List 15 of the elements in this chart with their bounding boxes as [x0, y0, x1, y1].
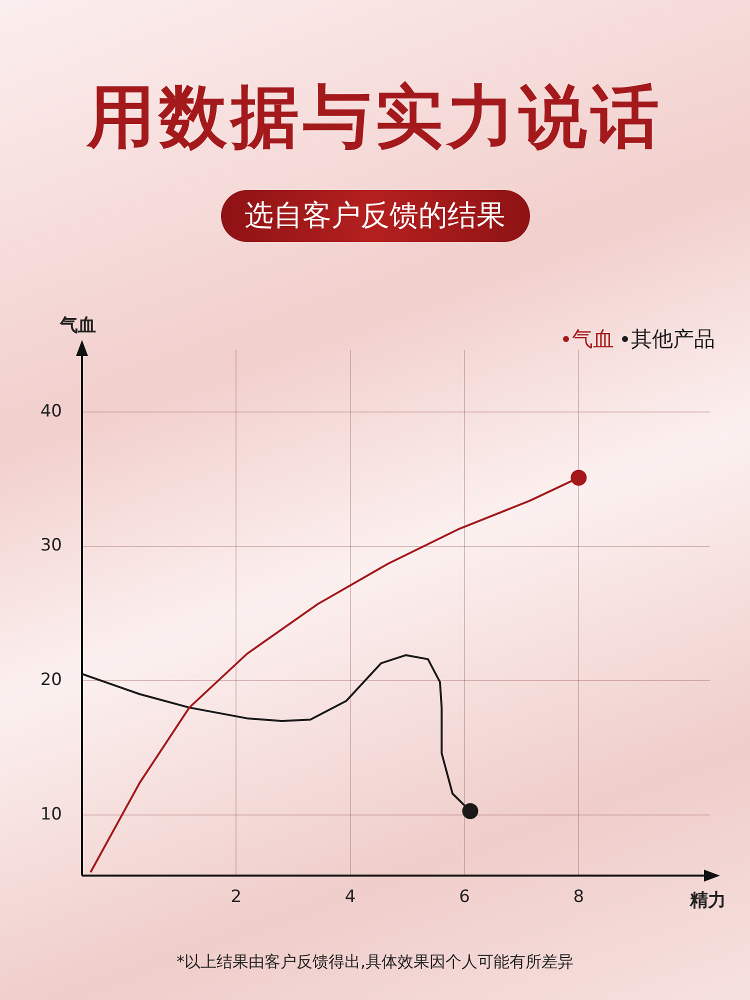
x-axis-title: 精力 — [690, 889, 726, 912]
y-axis-title: 气血 — [60, 314, 96, 337]
x-tick-label: 2 — [230, 887, 242, 908]
x-tick-label: 4 — [344, 887, 356, 908]
chart-title: 用数据与实力说话 — [85, 77, 664, 159]
chart-subtitle: 选自客户反馈的结果 — [220, 190, 530, 242]
y-tick-label: 10 — [40, 804, 62, 825]
x-tick-label: 8 — [573, 887, 584, 908]
y-tick-label: 20 — [40, 670, 62, 690]
x-tick-label: 6 — [459, 887, 470, 908]
legend-label: 其他产品 — [631, 326, 715, 353]
legend-label: 气血 — [572, 326, 614, 353]
y-tick-label: 30 — [40, 536, 62, 556]
y-tick-label: 40 — [40, 401, 62, 422]
text: *以上结果由客户反馈得出,具体效果因个人可能有所差异 — [175, 952, 575, 973]
